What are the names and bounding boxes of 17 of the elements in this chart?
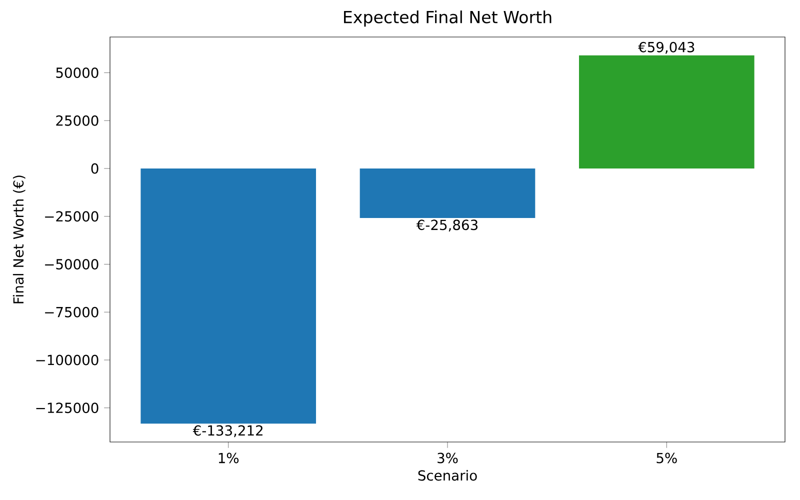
x-axis-title: Scenario [418, 470, 477, 481]
x-tick-label: 3% [438, 452, 458, 464]
y-tick-label: 0 [91, 163, 98, 174]
chart-title: Expected Final Net Worth [344, 10, 552, 27]
y-axis-title: Final Net Worth (€) [12, 176, 26, 304]
y-tick-label: −50000 [45, 258, 98, 270]
data-label: €-25,863 [416, 220, 478, 232]
data-label: €59,043 [638, 42, 694, 54]
y-tick-label: 25000 [56, 115, 98, 126]
y-tick-label: 50000 [56, 67, 98, 78]
data-label: €-133,212 [192, 425, 262, 438]
x-tick-label: 5% [656, 452, 677, 464]
y-tick-label: −100000 [36, 354, 98, 366]
x-tick-label: 1% [218, 452, 239, 464]
y-tick-label: −25000 [45, 211, 98, 222]
y-tick-label: −75000 [45, 306, 98, 318]
y-tick-label: −125000 [36, 402, 98, 414]
